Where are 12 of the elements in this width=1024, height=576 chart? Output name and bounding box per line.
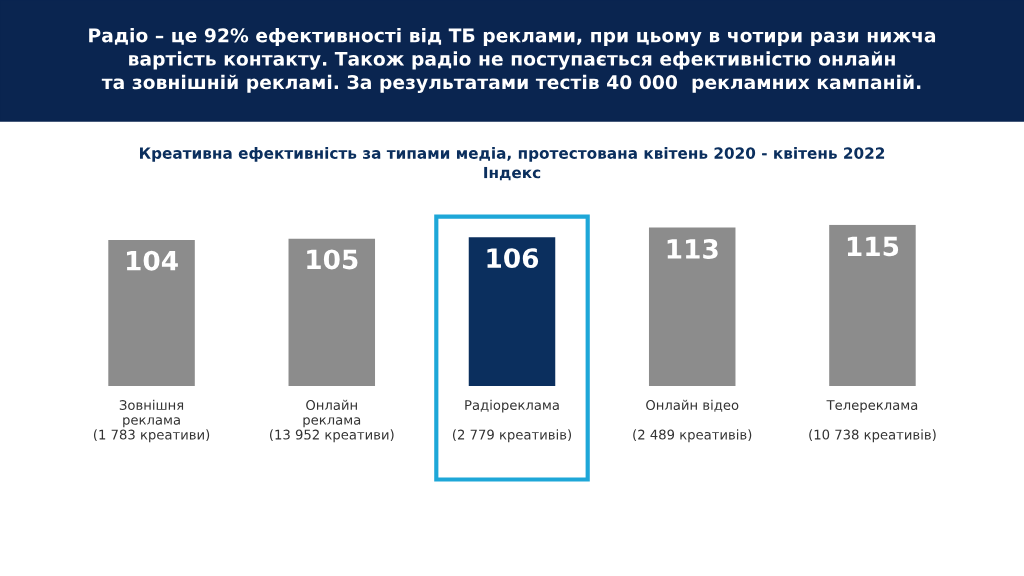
category-label: Телереклама (10 738 креативів) bbox=[809, 400, 936, 443]
chart-subtitle: Креативна ефективність за типами медіа, протестована квітень 2020 - квітень 2022 Індекс bbox=[140, 147, 885, 181]
data-label: 106 bbox=[487, 248, 539, 269]
category-label: Онлайн відео (2 489 креативів) bbox=[633, 399, 752, 443]
chart-title: Радіо – це 92% ефективності від ТБ реклами, при цьому в чотири рази нижча вартість контакту. Також радіо не поступається ефективністю онлайн та зовнішній рекламі. За результатами тестів 40 000 рекламних кампаній. bbox=[89, 27, 936, 94]
data-label: 105 bbox=[307, 249, 358, 270]
data-label: 113 bbox=[667, 239, 718, 259]
category-label: Радіореклама (2 779 креативів) bbox=[452, 399, 572, 443]
data-label: 104 bbox=[126, 250, 178, 271]
x-tick-label: Онлайн реклама (13 952 креативи) bbox=[270, 399, 394, 443]
x-tick-label: Зовнішня реклама (1 783 креативи) bbox=[93, 399, 210, 443]
data-label: 115 bbox=[847, 236, 899, 257]
